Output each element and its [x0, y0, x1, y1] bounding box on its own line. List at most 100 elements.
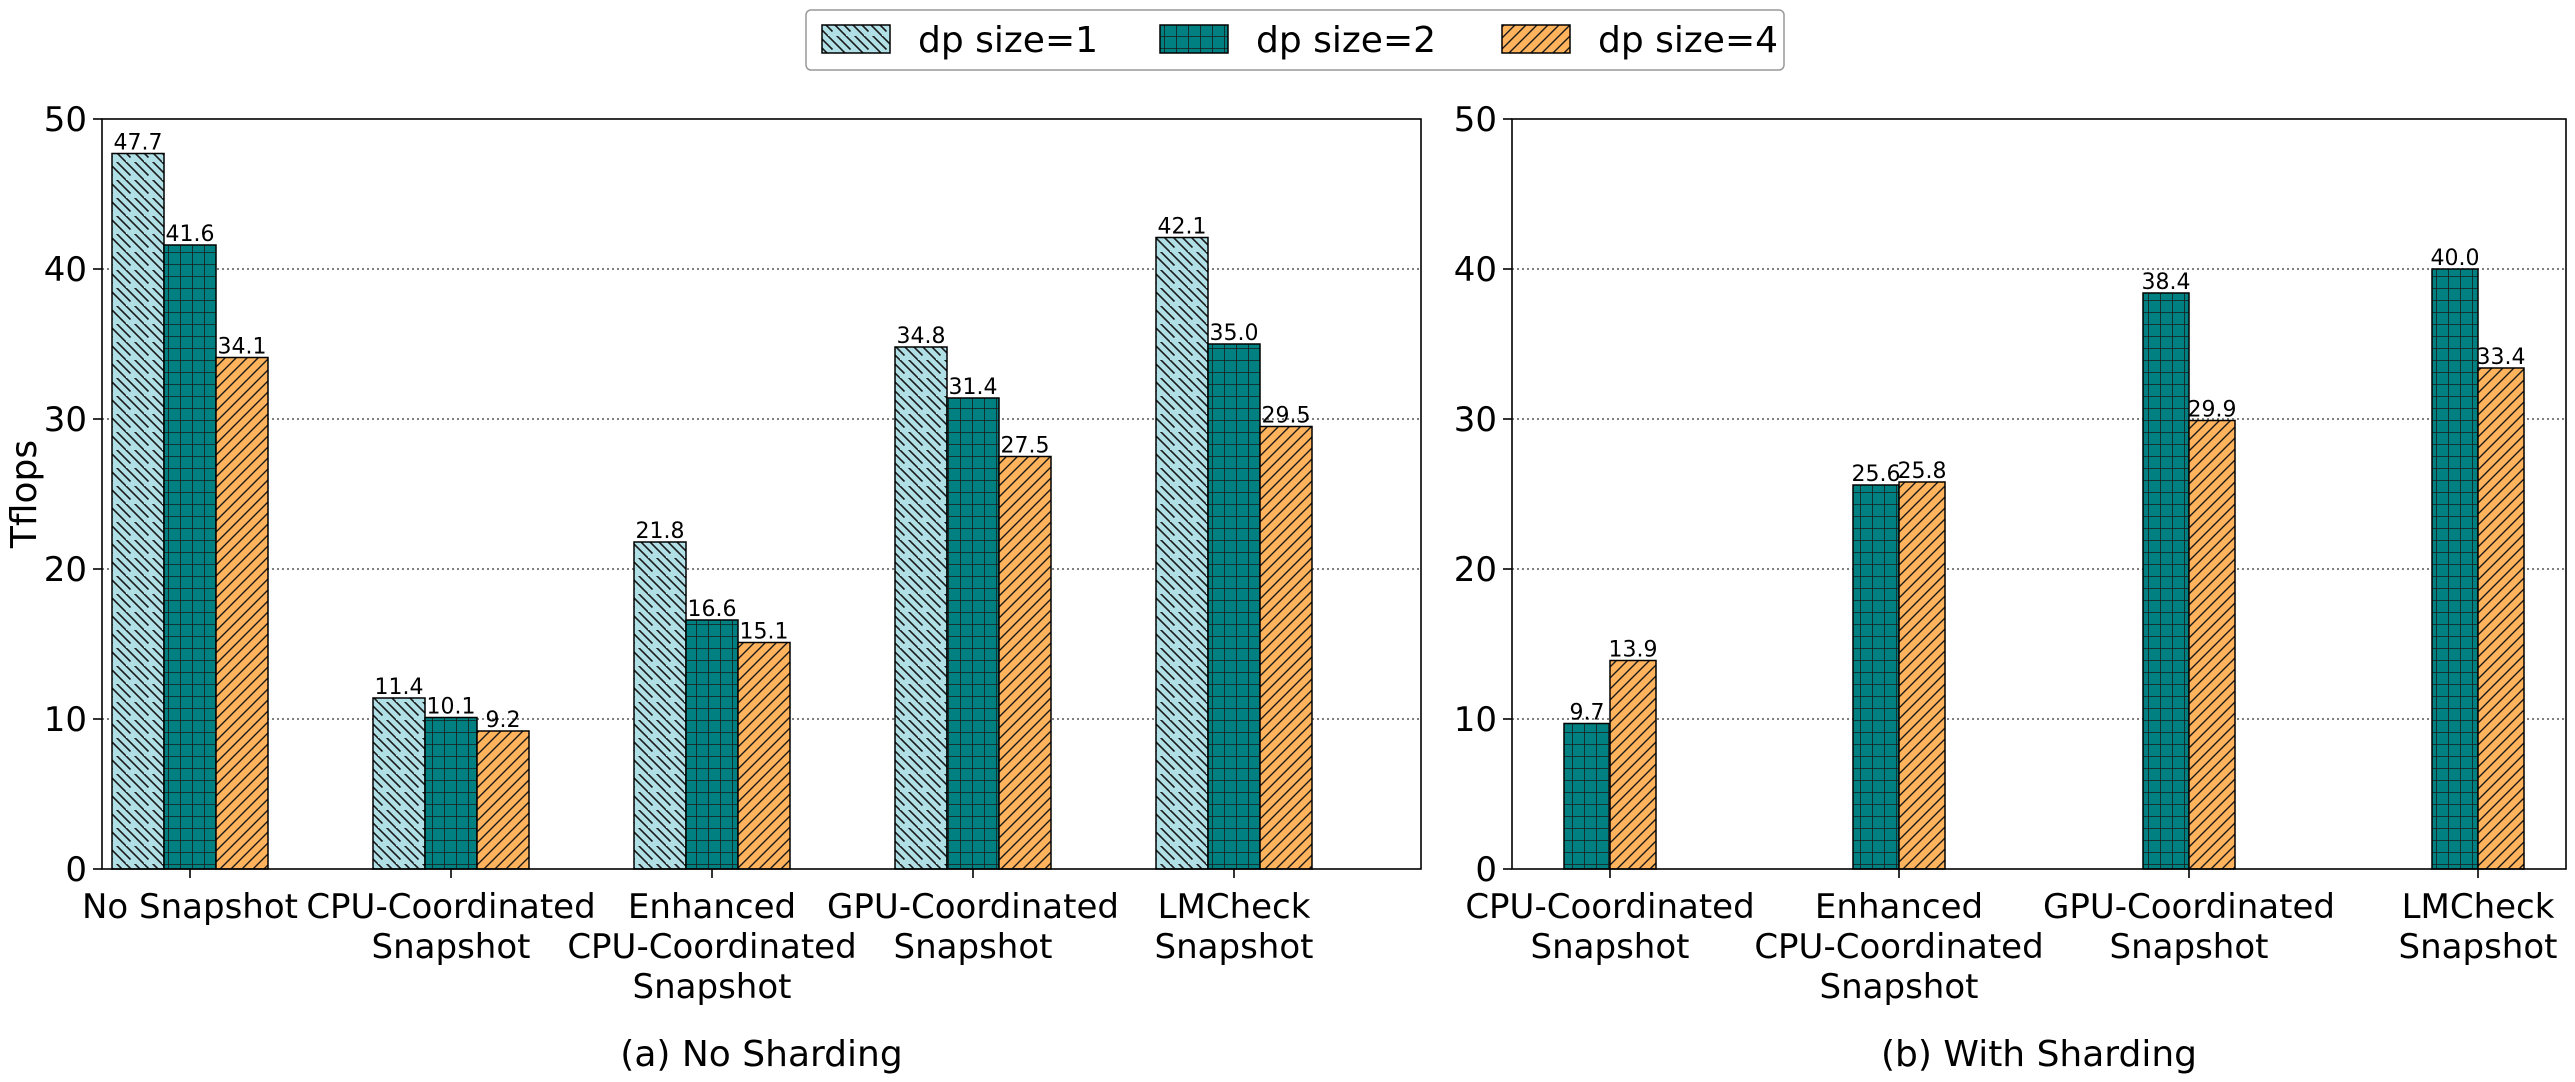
y-tick-label: 20: [1454, 550, 1497, 590]
legend-label: dp size=4: [1598, 20, 1778, 61]
legend: dp size=1 dp size=2 dp size=4: [805, 9, 1785, 71]
y-tick-label: 30: [1454, 400, 1497, 440]
bar: [163, 244, 217, 870]
bar: [111, 152, 165, 870]
x-tick-label-line: GPU-Coordinated: [2043, 887, 2335, 927]
x-tick-label-line: LMCheck: [1158, 887, 1311, 927]
data-label: 33.4: [2477, 345, 2526, 370]
data-label: 31.4: [949, 375, 998, 400]
legend-swatch: [821, 24, 891, 54]
x-tick-label: CPU-Coordinated Snapshot: [1465, 887, 1754, 967]
x-tick-label: LMCheck Snapshot: [1155, 887, 1314, 967]
bar: [894, 346, 948, 870]
x-tick-label-line: Snapshot: [1820, 967, 1979, 1007]
data-label: 40.0: [2431, 246, 2480, 271]
bar: [2188, 419, 2236, 870]
bar: [215, 356, 269, 870]
x-tick-label: Enhanced CPU-Coordinated Snapshot: [1754, 887, 2043, 1007]
x-tick-label-line: LMCheck: [2402, 887, 2555, 927]
data-label: 13.9: [1609, 638, 1658, 663]
bar: [372, 697, 426, 870]
panel-caption: (a) No Sharding: [620, 1034, 902, 1075]
bar: [998, 455, 1052, 870]
data-label: 35.0: [1210, 321, 1259, 346]
bar: [1207, 343, 1261, 870]
x-tick-label: GPU-Coordinated Snapshot: [827, 887, 1119, 967]
x-tick-label: LMCheck Snapshot: [2399, 887, 2558, 967]
data-label: 15.1: [740, 620, 789, 645]
y-tick-label: 50: [44, 100, 87, 140]
data-label: 11.4: [375, 675, 424, 700]
x-tick-label-line: Snapshot: [2110, 927, 2269, 967]
bar: [1563, 722, 1611, 870]
data-label: 34.1: [218, 335, 267, 360]
panel-no-sharding: 47.7 11.4 21.8 34.8 42.1 41.6 10.1 16.6 31.4 35.0…: [4, 100, 1422, 1075]
x-tick-label-line: Snapshot: [372, 927, 531, 967]
y-tick-label: 10: [1454, 700, 1497, 740]
x-tick-label-line: Snapshot: [894, 927, 1053, 967]
y-tick-label: 40: [44, 250, 87, 290]
bar: [424, 716, 478, 870]
x-tick-label-line: Snapshot: [1531, 927, 1690, 967]
y-tick-label: 0: [65, 850, 87, 890]
legend-swatch: [1501, 24, 1571, 54]
bar: [2477, 367, 2525, 870]
bar: [946, 397, 1000, 870]
x-tick-label-line: CPU-Coordinated: [1754, 927, 2043, 967]
bar: [1259, 425, 1313, 870]
x-tick-label-line: Enhanced: [1815, 887, 1983, 927]
x-tick-label-line: Enhanced: [628, 887, 796, 927]
bar: [633, 541, 687, 870]
bar: [685, 619, 739, 870]
y-tick-label: 20: [44, 550, 87, 590]
bar: [737, 641, 791, 870]
data-label: 34.8: [897, 324, 946, 349]
bar: [476, 730, 530, 870]
data-label: 41.6: [166, 222, 215, 247]
bar: [1609, 659, 1657, 870]
bar: [1898, 481, 1946, 870]
bar: [1852, 484, 1900, 870]
y-tick-label: 30: [44, 400, 87, 440]
plot-frame: [1511, 118, 2567, 870]
data-label: 38.4: [2142, 270, 2191, 295]
x-tick-label-line: GPU-Coordinated: [827, 887, 1119, 927]
legend-label: dp size=2: [1256, 20, 1436, 61]
bar: [2142, 292, 2190, 870]
y-tick-label: 10: [44, 700, 87, 740]
x-tick-label-line: CPU-Coordinated: [567, 927, 856, 967]
data-label: 27.5: [1001, 434, 1050, 459]
bar: [1155, 236, 1209, 870]
x-tick-label-line: No Snapshot: [82, 887, 298, 927]
data-label: 42.1: [1158, 215, 1207, 240]
y-axis-label: Tflops: [4, 440, 45, 549]
panel-caption: (b) With Sharding: [1881, 1034, 2197, 1075]
bar: [2431, 268, 2479, 870]
data-label: 29.9: [2188, 398, 2237, 423]
x-tick-label: Enhanced CPU-Coordinated Snapshot: [567, 887, 856, 1007]
data-label: 21.8: [636, 519, 685, 544]
x-tick-label: GPU-Coordinated Snapshot: [2043, 887, 2335, 967]
y-tick-label: 50: [1454, 100, 1497, 140]
data-label: 29.5: [1262, 404, 1311, 429]
legend-label: dp size=1: [918, 20, 1098, 61]
data-label: 16.6: [688, 597, 737, 622]
y-tick-label: 40: [1454, 250, 1497, 290]
data-label: 9.2: [486, 708, 521, 733]
x-tick-label-line: Snapshot: [1155, 927, 1314, 967]
x-tick-label-line: CPU-Coordinated: [1465, 887, 1754, 927]
x-tick-label: CPU-Coordinated Snapshot: [306, 887, 595, 967]
x-tick-label-line: CPU-Coordinated: [306, 887, 595, 927]
data-label: 25.6: [1852, 462, 1901, 487]
plot-frame: [101, 118, 1422, 870]
data-label: 25.8: [1898, 459, 1947, 484]
legend-swatch: [1159, 24, 1229, 54]
x-tick-label-line: Snapshot: [633, 967, 792, 1007]
x-tick-label: No Snapshot: [82, 887, 298, 927]
data-label: 10.1: [427, 695, 476, 720]
panel-with-sharding: 9.7 25.6 38.4 40.0 13.9 25.8 29.9 33.4 0 10 20 30 40…: [1454, 100, 2567, 1075]
x-tick-label-line: Snapshot: [2399, 927, 2558, 967]
data-label: 9.7: [1570, 701, 1605, 726]
data-label: 47.7: [114, 131, 163, 156]
